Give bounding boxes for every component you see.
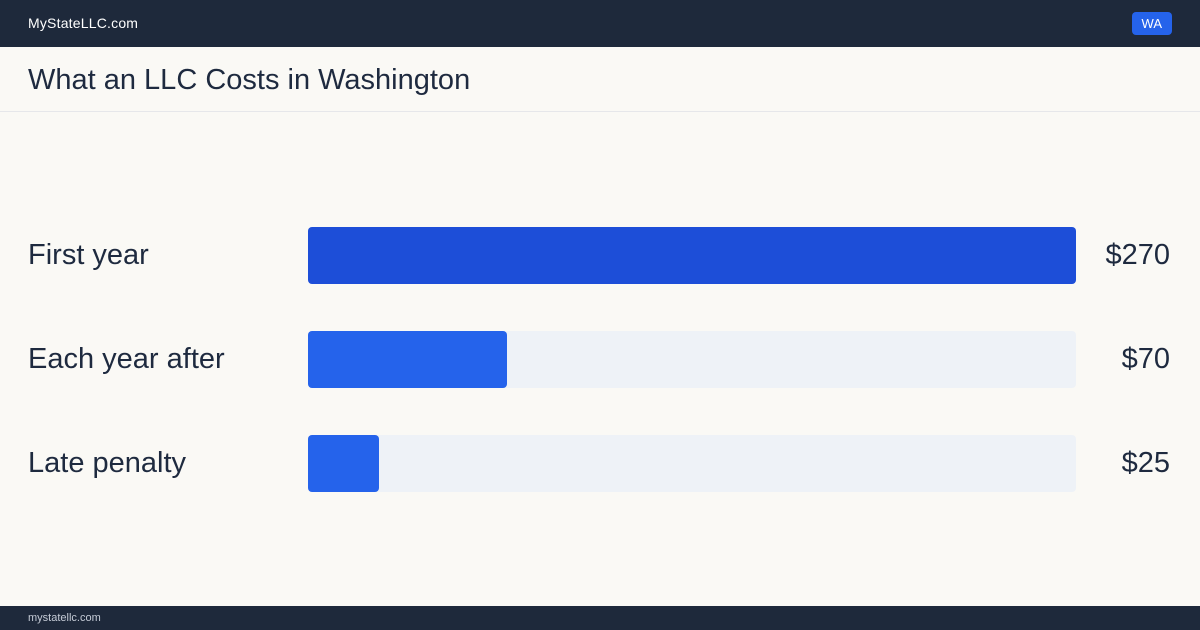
bar-2 (308, 435, 379, 492)
title-band: What an LLC Costs in Washington (0, 47, 1200, 112)
site-name[interactable]: MyStateLLC.com (28, 15, 139, 31)
bar-value-label-2: $25 (1121, 447, 1170, 479)
page-title: What an LLC Costs in Washington (28, 64, 471, 96)
bar-track-0 (308, 227, 1076, 284)
bar-label-1: Each year after (28, 343, 225, 375)
bar-track-2 (308, 435, 1076, 492)
bar-track-1 (308, 331, 1076, 388)
bar-label-2: Late penalty (28, 447, 187, 479)
bar-0 (308, 227, 1076, 284)
bar-value-label-0: $270 (1105, 239, 1170, 271)
bar-value-label-1: $70 (1121, 343, 1170, 375)
state-badge: WA (1131, 12, 1172, 35)
footer-url: mystatellc.com (28, 612, 101, 624)
footer-bar: mystatellc.com (0, 606, 1200, 630)
top-bar: MyStateLLC.com WA (0, 0, 1200, 47)
bar-label-0: First year (28, 239, 149, 271)
bar-1 (308, 331, 507, 388)
